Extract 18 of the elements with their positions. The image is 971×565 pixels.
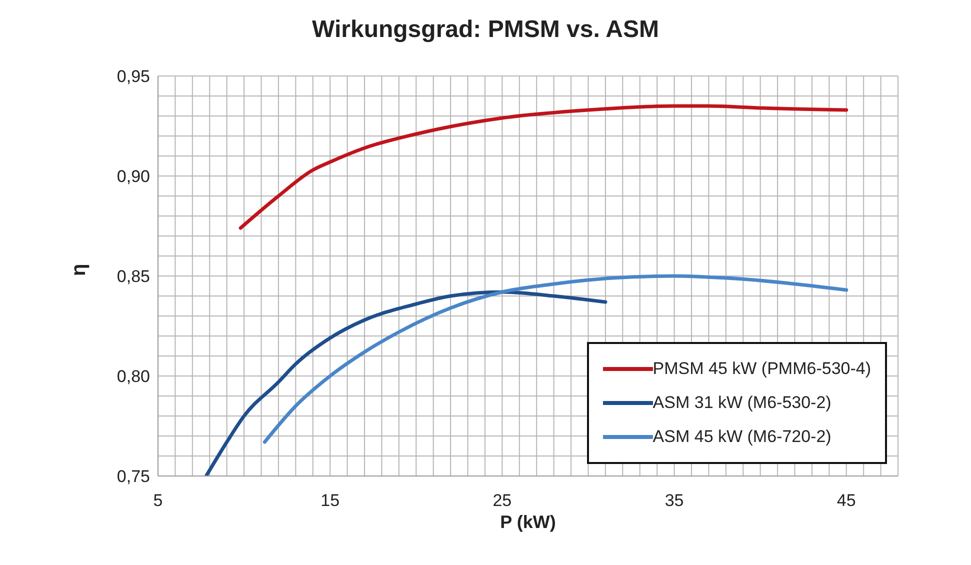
y-axis-title: η bbox=[68, 264, 90, 276]
x-tick-label: 15 bbox=[320, 491, 340, 510]
y-tick-label: 0,90 bbox=[116, 167, 150, 186]
x-axis-title: P (kW) bbox=[500, 512, 556, 532]
x-tick-label: 5 bbox=[153, 491, 163, 510]
legend-label: PMSM 45 kW (PMM6-530-4) bbox=[652, 359, 871, 379]
line-series bbox=[204, 290, 608, 476]
legend-label: ASM 45 kW (M6-720-2) bbox=[652, 427, 832, 447]
line-series bbox=[238, 104, 848, 230]
y-tick-label: 0,80 bbox=[116, 367, 150, 386]
y-tick-label: 0,85 bbox=[116, 267, 150, 286]
x-tick-label: 35 bbox=[664, 491, 684, 510]
x-tick-label: 25 bbox=[492, 491, 512, 510]
y-tick-label: 0,95 bbox=[116, 67, 150, 86]
legend-label: ASM 31 kW (M6-530-2) bbox=[652, 393, 832, 413]
x-tick-label: 45 bbox=[836, 491, 856, 510]
y-tick-label: 0,75 bbox=[116, 467, 150, 486]
chart-title: Wirkungsgrad: PMSM vs. ASM bbox=[311, 15, 660, 45]
